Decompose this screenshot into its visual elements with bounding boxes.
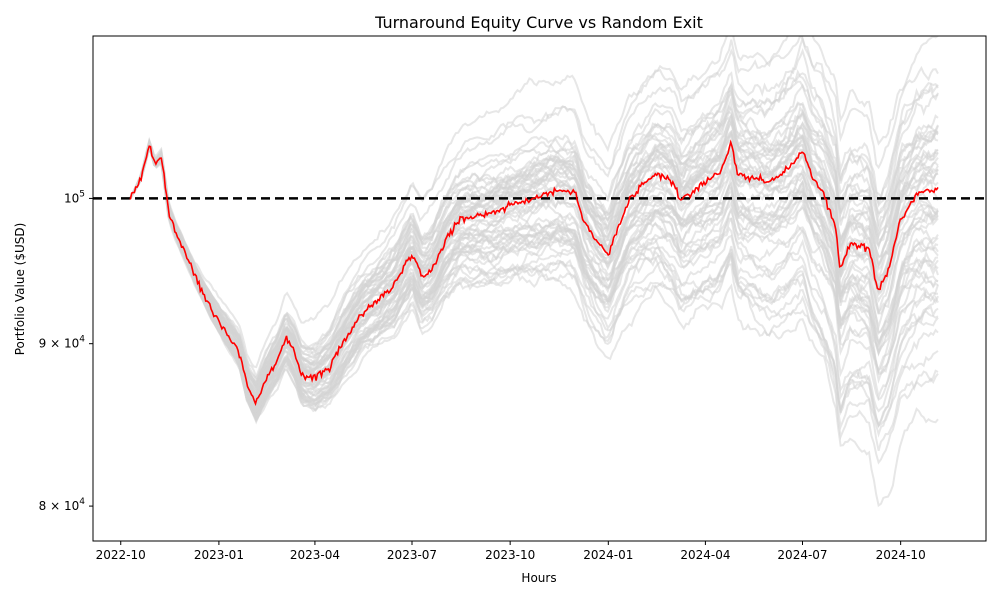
chart-title: Turnaround Equity Curve vs Random Exit	[374, 13, 703, 32]
x-axis-ticks: 2022-10 2023-01 2023-04 2023-07 2023-10 2024-…	[96, 541, 926, 562]
random-exit-line	[129, 139, 939, 423]
y-axis-ticks: 8 × 104 9 × 104 105	[39, 189, 93, 513]
x-tick-label: 2024-07	[777, 548, 827, 562]
y-tick-label: 105	[64, 189, 85, 205]
main-equity-layer	[129, 139, 939, 407]
main-equity-line	[129, 139, 939, 407]
random-exit-line	[129, 104, 939, 380]
x-axis-label: Hours	[521, 571, 556, 585]
random-exit-line	[129, 36, 939, 369]
x-tick-label: 2023-07	[387, 548, 437, 562]
x-tick-label: 2023-01	[194, 548, 244, 562]
x-tick-label: 2024-04	[680, 548, 730, 562]
random-exit-line	[129, 143, 939, 428]
random-exit-line	[129, 129, 939, 401]
y-tick-label: 9 × 104	[39, 335, 86, 351]
random-exit-line	[129, 142, 939, 414]
random-exit-line	[129, 36, 939, 388]
x-tick-label: 2024-10	[876, 548, 926, 562]
x-tick-label: 2022-10	[96, 548, 146, 562]
plot-frame	[92, 35, 987, 542]
y-tick-label: 8 × 104	[39, 497, 86, 513]
y-axis-label: Portfolio Value ($USD)	[13, 223, 27, 356]
random-exit-line	[129, 137, 939, 392]
x-tick-label: 2023-10	[485, 548, 535, 562]
x-tick-label: 2024-01	[583, 548, 633, 562]
x-tick-label: 2023-04	[290, 548, 340, 562]
random-exit-lines	[129, 36, 939, 508]
